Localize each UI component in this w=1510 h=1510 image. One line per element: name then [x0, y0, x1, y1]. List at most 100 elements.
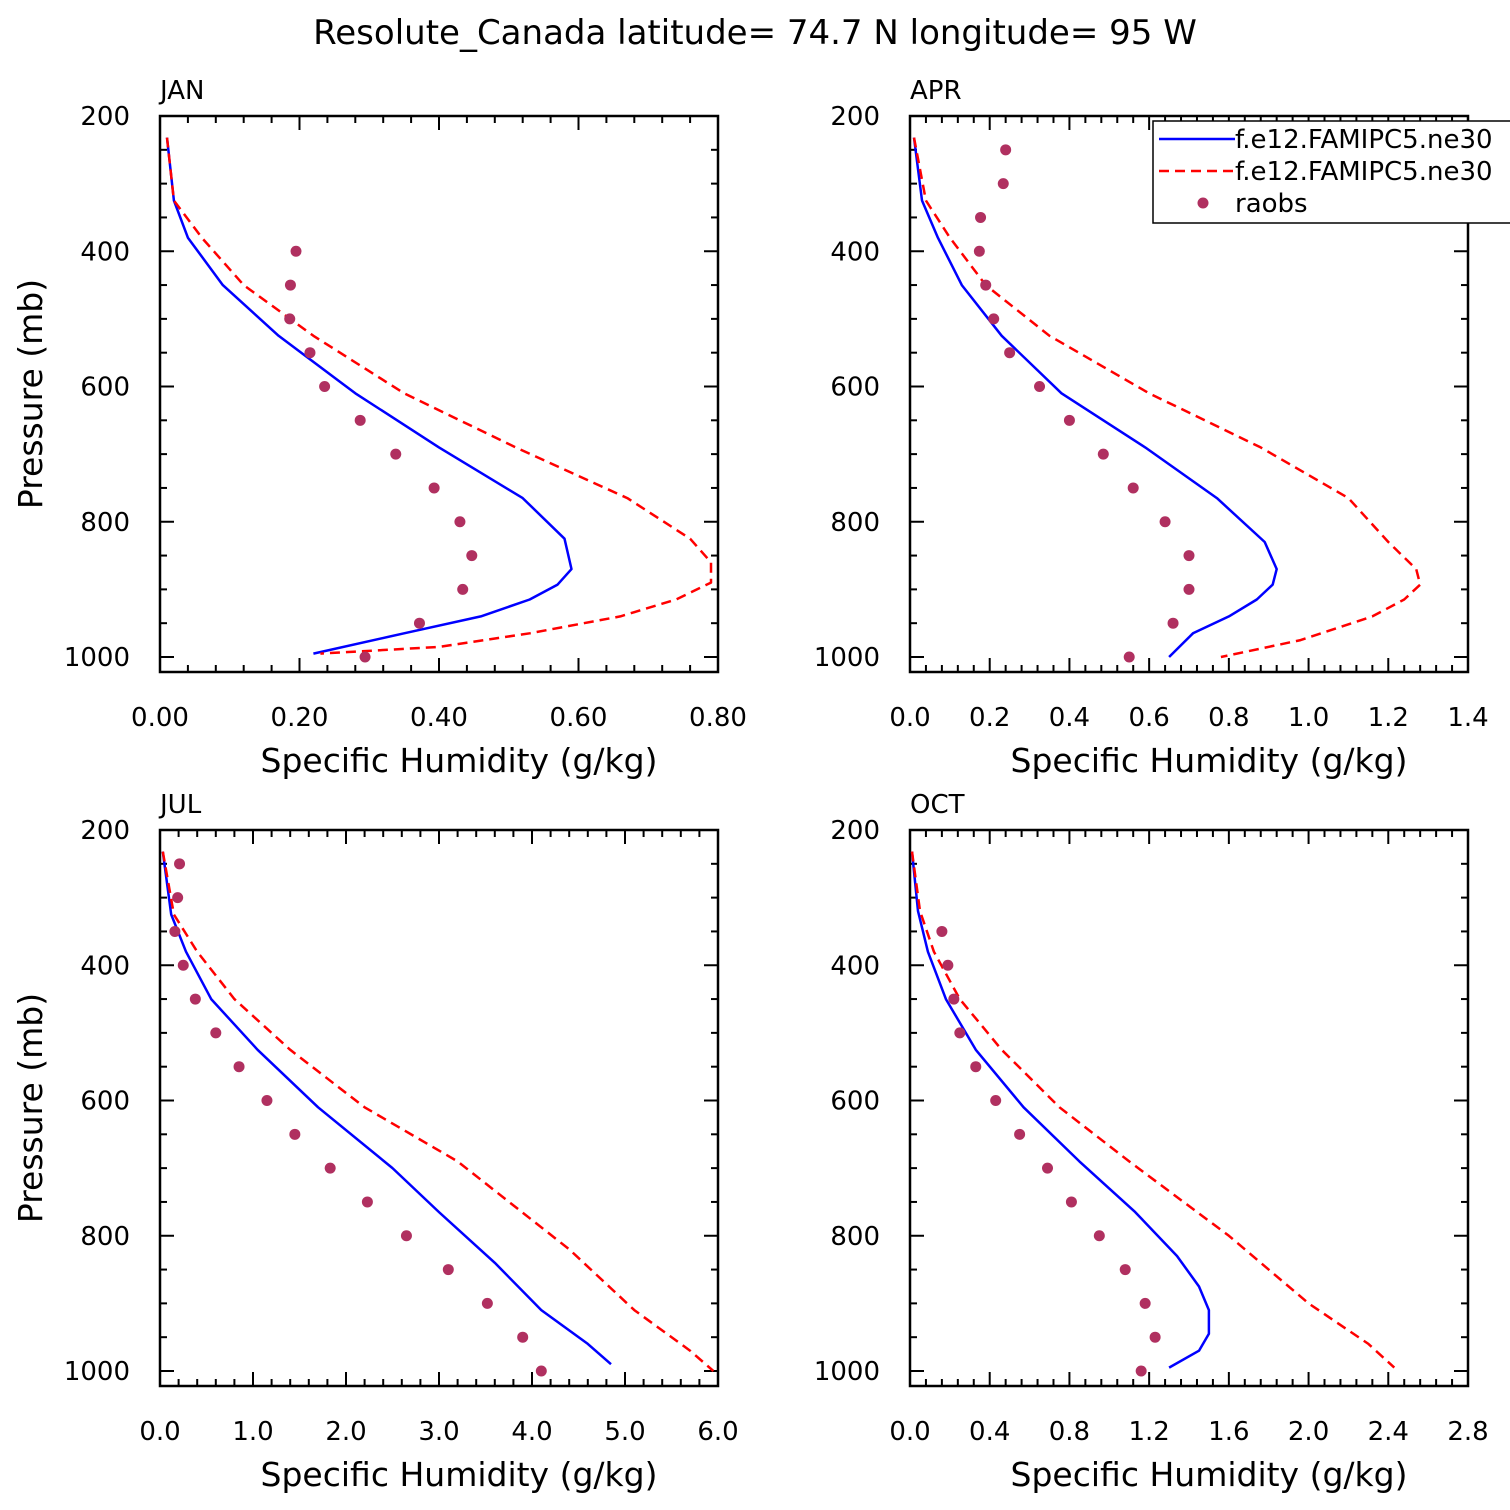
- x-tick-label: 0.0: [139, 1417, 180, 1447]
- panel-label: OCT: [910, 790, 965, 820]
- y-tick-label: 400: [80, 237, 130, 267]
- y-tick-label: 200: [830, 816, 880, 846]
- raobs-point: [319, 381, 331, 392]
- raobs-point: [359, 651, 371, 663]
- y-tick-label: 1000: [64, 643, 130, 673]
- raobs-point: [948, 993, 960, 1005]
- raobs-point: [189, 993, 201, 1005]
- y-tick-label: 1000: [814, 1357, 880, 1387]
- panel-label: APR: [910, 76, 962, 106]
- y-tick-label: 400: [830, 951, 880, 981]
- y-tick-label: 600: [830, 1087, 880, 1117]
- x-axis-label: Specific Humidity (g/kg): [261, 1455, 658, 1494]
- raobs-point: [1014, 1128, 1026, 1140]
- x-tick-label: 0.4: [969, 1417, 1010, 1447]
- raobs-point: [1004, 347, 1016, 359]
- raobs-point: [172, 892, 184, 904]
- model-dashed-line: [910, 851, 1396, 1369]
- raobs-point: [1123, 651, 1135, 663]
- raobs-point: [1063, 414, 1075, 426]
- x-tick-label: 0.20: [271, 703, 329, 733]
- raobs-point: [517, 1331, 529, 1343]
- y-tick-label: 800: [80, 508, 130, 538]
- raobs-point: [1183, 583, 1195, 595]
- y-tick-label: 600: [830, 373, 880, 403]
- plot-frame: [158, 828, 720, 1388]
- raobs-point: [261, 1095, 273, 1106]
- raobs-point: [1042, 1162, 1054, 1174]
- raobs-point: [1119, 1264, 1131, 1276]
- raobs-point: [174, 858, 186, 870]
- raobs-point: [233, 1061, 245, 1073]
- x-tick-label: 0.60: [550, 703, 608, 733]
- model-dashed-line: [912, 137, 1422, 659]
- model-solid-line: [161, 851, 612, 1366]
- x-tick-label: 6.0: [697, 1417, 738, 1447]
- legend-label: f.e12.FAMIPC5.ne30: [1235, 157, 1493, 187]
- x-tick-label: 0.0: [889, 703, 930, 733]
- x-tick-label: 0.4: [1049, 703, 1090, 733]
- raobs-point: [289, 1128, 301, 1140]
- raobs-point: [284, 279, 296, 291]
- raobs-point: [390, 448, 402, 460]
- x-tick-label: 0.0: [889, 1417, 930, 1447]
- raobs-point: [1097, 448, 1109, 460]
- raobs-point: [990, 1095, 1002, 1106]
- legend-label: f.e12.FAMIPC5.ne30: [1235, 125, 1493, 155]
- x-tick-label: 0.00: [131, 703, 189, 733]
- x-tick-label: 2.8: [1447, 1417, 1488, 1447]
- raobs-point: [1000, 144, 1012, 156]
- panel-label: JAN: [158, 76, 204, 106]
- y-tick-label: 400: [830, 237, 880, 267]
- x-tick-label: 1.6: [1208, 1417, 1249, 1447]
- x-tick-label: 2.0: [325, 1417, 366, 1447]
- raobs-point: [304, 347, 316, 359]
- raobs-point: [1149, 1331, 1161, 1343]
- y-axis-label: Pressure (mb): [11, 993, 50, 1223]
- raobs-point: [1034, 381, 1046, 392]
- x-tick-label: 0.8: [1049, 1417, 1090, 1447]
- x-axis-label: Specific Humidity (g/kg): [1011, 1455, 1408, 1494]
- model-solid-line: [910, 851, 1211, 1369]
- raobs-point: [454, 516, 466, 528]
- raobs-point: [354, 414, 366, 426]
- raobs-point: [954, 1027, 966, 1039]
- figure-title: Resolute_Canada latitude= 74.7 N longitu…: [313, 13, 1197, 53]
- legend-label: raobs: [1235, 189, 1308, 219]
- model-solid-line: [912, 137, 1278, 658]
- raobs-point: [1093, 1230, 1105, 1242]
- raobs-point: [1167, 617, 1179, 629]
- x-tick-label: 1.0: [1288, 703, 1329, 733]
- panel-apr: APR 200 400 600 800 1000 0.0 0.2 0.4 0.6 0.8 1.0 1.2…: [814, 76, 1489, 780]
- panel-jul: JUL 200 400 600 800 1000 0.0 1.0 2.0 3.0 4.0 5.0 6.0…: [11, 790, 739, 1494]
- raobs-point: [361, 1196, 373, 1208]
- y-tick-label: 600: [80, 373, 130, 403]
- y-axis-label: Pressure (mb): [11, 279, 50, 509]
- raobs-point: [942, 959, 954, 971]
- raobs-point: [169, 925, 181, 937]
- raobs-point: [1065, 1196, 1077, 1208]
- plot-frame: [908, 114, 1470, 674]
- y-tick-label: 1000: [814, 643, 880, 673]
- raobs-point: [466, 550, 478, 562]
- x-tick-label: 2.4: [1368, 1417, 1409, 1447]
- x-tick-label: 0.80: [689, 703, 747, 733]
- y-tick-label: 800: [830, 508, 880, 538]
- raobs-point: [936, 925, 948, 937]
- raobs-point: [975, 211, 987, 223]
- y-tick-label: 400: [80, 951, 130, 981]
- raobs-point: [210, 1027, 222, 1039]
- x-tick-label: 1.2: [1368, 703, 1409, 733]
- raobs-point: [970, 1061, 982, 1073]
- raobs-point: [284, 313, 296, 325]
- raobs-point: [980, 279, 992, 291]
- legend-marker: [1197, 197, 1209, 209]
- raobs-point: [413, 617, 425, 629]
- x-tick-label: 0.6: [1128, 703, 1169, 733]
- raobs-point: [1183, 550, 1195, 562]
- x-tick-label: 0.2: [969, 703, 1010, 733]
- x-tick-label: 1.2: [1128, 1417, 1169, 1447]
- raobs-point: [988, 313, 1000, 325]
